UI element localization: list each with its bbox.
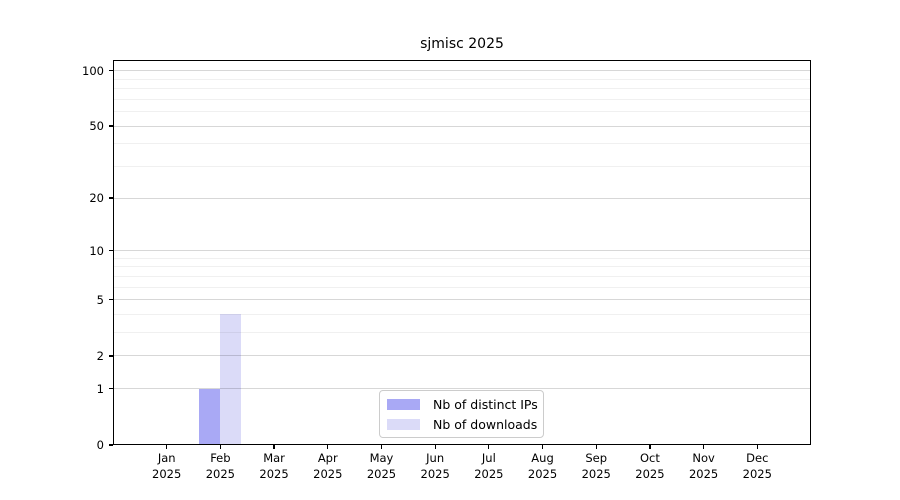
x-tick-label: Oct 2025 xyxy=(635,451,665,481)
y-tick xyxy=(109,299,113,301)
grid-line-minor xyxy=(113,143,811,145)
x-tick-label: Apr 2025 xyxy=(313,451,343,481)
grid-line-major xyxy=(113,355,811,357)
grid-line-minor xyxy=(113,257,811,259)
y-tick-label: 20 xyxy=(89,191,104,206)
x-tick-label: May 2025 xyxy=(366,451,397,481)
x-tick-label: Sep 2025 xyxy=(581,451,611,481)
legend-label-distinct-ips: Nb of distinct IPs xyxy=(433,396,538,412)
y-tick xyxy=(109,355,113,357)
legend-swatch-downloads xyxy=(387,418,420,430)
y-tick xyxy=(109,197,113,199)
grid-line-minor xyxy=(113,166,811,167)
x-tick xyxy=(595,445,597,449)
legend-label-downloads: Nb of downloads xyxy=(433,416,538,432)
y-tick-label: 2 xyxy=(96,348,104,363)
legend-item-distinct-ips: Nb of distinct IPs xyxy=(387,396,538,412)
y-tick xyxy=(109,444,113,446)
x-tick xyxy=(273,445,275,449)
grid-line-minor xyxy=(113,275,811,277)
y-tick xyxy=(109,70,113,72)
x-tick-label: Jun 2025 xyxy=(420,451,450,481)
x-tick xyxy=(434,445,436,449)
plot-border xyxy=(113,59,811,445)
y-tick-label: 50 xyxy=(89,119,104,134)
grid-line-major xyxy=(113,250,811,252)
grid-line-major xyxy=(113,125,811,127)
y-tick-label: 100 xyxy=(82,63,104,78)
x-tick xyxy=(488,445,490,449)
grid-line-major xyxy=(113,299,811,301)
x-tick xyxy=(327,445,329,449)
x-tick xyxy=(541,445,544,449)
x-tick xyxy=(702,445,705,449)
grid-line-minor xyxy=(113,78,811,80)
grid-line-minor xyxy=(113,88,811,90)
grid-line-minor xyxy=(113,266,811,268)
x-tick-label: Nov 2025 xyxy=(688,451,719,481)
grid-line-major xyxy=(113,197,811,199)
grid-line-minor xyxy=(113,286,811,288)
chart-title: sjmisc 2025 xyxy=(420,36,504,52)
y-tick-label: 10 xyxy=(89,243,104,258)
x-tick xyxy=(166,445,168,449)
bar-distinct-ips xyxy=(199,388,221,445)
x-tick-label: Aug 2025 xyxy=(527,451,558,481)
y-tick xyxy=(109,249,113,252)
x-tick-label: Jul 2025 xyxy=(474,451,504,481)
grid-line-minor xyxy=(113,98,811,100)
bar-downloads xyxy=(220,314,242,445)
grid-line-major xyxy=(113,70,811,72)
x-tick-label: Feb 2025 xyxy=(205,451,236,481)
x-tick xyxy=(649,445,651,449)
legend: Nb of distinct IPs Nb of downloads xyxy=(379,390,544,438)
y-tick-label: 1 xyxy=(96,381,104,396)
legend-item-downloads: Nb of downloads xyxy=(387,416,538,432)
x-tick xyxy=(756,445,758,449)
y-tick-label: 0 xyxy=(96,438,104,452)
y-tick xyxy=(109,125,113,127)
grid-line-minor xyxy=(113,111,811,113)
y-tick xyxy=(109,388,113,390)
grid-line-minor xyxy=(113,332,811,334)
grid-line-minor xyxy=(113,313,811,315)
x-tick xyxy=(380,445,383,449)
y-tick-label: 5 xyxy=(96,292,104,307)
x-tick-label: Dec 2025 xyxy=(742,451,772,481)
x-tick-label: Mar 2025 xyxy=(259,451,289,481)
x-tick xyxy=(219,445,222,449)
x-tick-label: Jan 2025 xyxy=(152,451,182,481)
legend-swatch-distinct-ips xyxy=(387,398,420,410)
